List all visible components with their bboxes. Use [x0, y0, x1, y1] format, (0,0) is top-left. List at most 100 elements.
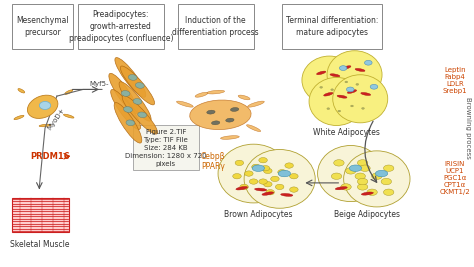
Ellipse shape	[275, 184, 284, 190]
Ellipse shape	[356, 83, 359, 85]
Ellipse shape	[365, 60, 372, 65]
Ellipse shape	[349, 165, 362, 171]
Ellipse shape	[207, 110, 215, 114]
Ellipse shape	[185, 126, 199, 133]
Ellipse shape	[220, 136, 239, 139]
Ellipse shape	[327, 108, 330, 110]
Ellipse shape	[121, 91, 130, 96]
Ellipse shape	[115, 58, 146, 97]
Ellipse shape	[236, 187, 247, 190]
Ellipse shape	[357, 184, 368, 190]
Ellipse shape	[252, 165, 264, 171]
Ellipse shape	[114, 103, 142, 143]
Ellipse shape	[120, 66, 155, 105]
Ellipse shape	[39, 124, 51, 127]
Ellipse shape	[361, 92, 371, 96]
Text: Brown Adipocytes: Brown Adipocytes	[224, 210, 292, 219]
Ellipse shape	[331, 89, 334, 91]
Text: Skeletal Muscle: Skeletal Muscle	[9, 240, 69, 249]
Ellipse shape	[355, 173, 365, 179]
FancyBboxPatch shape	[178, 4, 254, 49]
Ellipse shape	[246, 125, 261, 132]
Ellipse shape	[309, 77, 364, 125]
Ellipse shape	[345, 81, 348, 83]
Text: Beige Adipocytes: Beige Adipocytes	[334, 210, 401, 219]
Ellipse shape	[302, 56, 357, 104]
Ellipse shape	[264, 182, 272, 187]
Text: IRiSIN
UCP1
PGC1α
CPT1α
CKMT1/2: IRiSIN UCP1 PGC1α CPT1α CKMT1/2	[440, 160, 470, 195]
Ellipse shape	[247, 101, 264, 107]
Text: Terminal differentiation:
mature adipocytes: Terminal differentiation: mature adipocy…	[286, 16, 378, 37]
Ellipse shape	[195, 92, 208, 97]
Ellipse shape	[370, 84, 378, 89]
Ellipse shape	[330, 74, 340, 77]
Ellipse shape	[245, 171, 253, 176]
Ellipse shape	[375, 170, 388, 177]
Ellipse shape	[126, 120, 135, 126]
Text: Mesenchymal
precursor: Mesenchymal precursor	[16, 16, 69, 37]
Ellipse shape	[176, 101, 193, 107]
Ellipse shape	[133, 99, 142, 104]
Ellipse shape	[367, 189, 377, 195]
Ellipse shape	[355, 68, 365, 72]
Text: Induction of the
differentiation process: Induction of the differentiation process	[173, 16, 259, 37]
Ellipse shape	[14, 115, 24, 120]
Ellipse shape	[136, 83, 144, 88]
Ellipse shape	[290, 187, 298, 192]
Ellipse shape	[383, 189, 394, 195]
Ellipse shape	[338, 110, 341, 112]
Ellipse shape	[324, 92, 333, 96]
Text: Preadipocytes:
growth-arrested
preadipocytes (confluence): Preadipocytes: growth-arrested preadipoc…	[69, 10, 173, 43]
Ellipse shape	[226, 118, 234, 122]
Ellipse shape	[119, 82, 151, 121]
Text: White Adipocytes: White Adipocytes	[312, 128, 380, 137]
Ellipse shape	[357, 178, 368, 185]
Ellipse shape	[240, 184, 248, 190]
FancyBboxPatch shape	[282, 4, 382, 49]
Ellipse shape	[230, 108, 239, 111]
Ellipse shape	[357, 160, 368, 166]
Text: Myf5-: Myf5-	[90, 81, 109, 87]
Ellipse shape	[128, 74, 137, 80]
Ellipse shape	[285, 163, 293, 168]
Ellipse shape	[361, 192, 374, 195]
Ellipse shape	[337, 95, 347, 98]
Ellipse shape	[320, 87, 323, 88]
Ellipse shape	[335, 187, 347, 190]
Text: Leptin
Fabp4
LDLR
Srebp1: Leptin Fabp4 LDLR Srebp1	[443, 66, 467, 94]
Ellipse shape	[331, 173, 342, 179]
Ellipse shape	[333, 75, 388, 123]
Ellipse shape	[138, 112, 146, 118]
Ellipse shape	[278, 170, 291, 177]
Ellipse shape	[339, 66, 347, 70]
Text: Cebpβ
PPARγ: Cebpβ PPARγ	[201, 152, 226, 171]
Ellipse shape	[218, 144, 289, 203]
Ellipse shape	[344, 151, 410, 207]
Ellipse shape	[252, 164, 260, 170]
Ellipse shape	[259, 158, 267, 163]
Ellipse shape	[233, 174, 241, 179]
Ellipse shape	[360, 165, 370, 171]
FancyBboxPatch shape	[12, 4, 73, 49]
Ellipse shape	[271, 176, 279, 182]
Ellipse shape	[327, 51, 382, 99]
Ellipse shape	[281, 194, 293, 196]
Ellipse shape	[244, 150, 315, 208]
Ellipse shape	[211, 121, 220, 125]
Text: Figure 2.TIF
Type: TIF File
Size: 284 KB
Dimension: 1280 x 720
pixels: Figure 2.TIF Type: TIF File Size: 284 KB…	[125, 128, 207, 167]
Ellipse shape	[346, 87, 354, 92]
Ellipse shape	[27, 95, 58, 119]
Text: PRDM16: PRDM16	[30, 152, 70, 161]
Ellipse shape	[109, 73, 137, 113]
Ellipse shape	[351, 105, 354, 107]
Ellipse shape	[64, 114, 74, 118]
Ellipse shape	[342, 66, 351, 69]
Ellipse shape	[255, 188, 267, 191]
Ellipse shape	[334, 160, 344, 166]
Ellipse shape	[261, 166, 270, 171]
Ellipse shape	[122, 96, 157, 134]
Ellipse shape	[347, 90, 356, 93]
Text: MyoD+: MyoD+	[46, 107, 66, 131]
Ellipse shape	[207, 90, 225, 94]
Ellipse shape	[278, 170, 286, 175]
